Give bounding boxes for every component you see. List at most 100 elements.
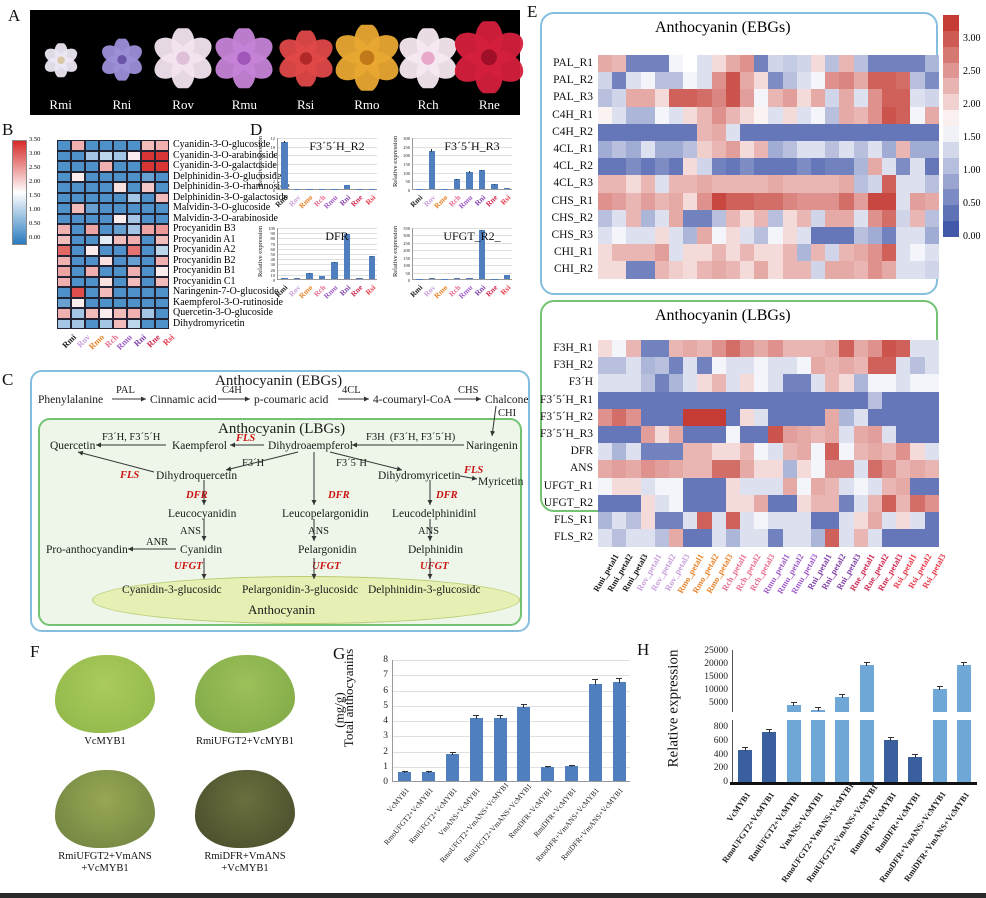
- heatmap-cell: [155, 161, 169, 172]
- node-leucocyanidin: Leucocyanidin: [168, 508, 237, 520]
- heatmap-cell: [811, 175, 826, 193]
- leaf-image: [55, 770, 155, 848]
- heatmap-cell: [924, 408, 940, 427]
- heatmap-cell: [754, 357, 769, 375]
- heatmap-cell: [910, 141, 925, 159]
- colorbar-e-segment: [943, 189, 959, 206]
- heatmap-cell: [626, 55, 641, 73]
- mini-chart-title: F3´5´H_R2: [309, 139, 365, 153]
- heatmap-cell: [711, 89, 727, 107]
- heatmap-cell: [896, 106, 911, 125]
- heatmap-cell: [711, 512, 727, 530]
- heatmap-cell: [725, 72, 741, 90]
- heatmap-cell: [811, 460, 826, 478]
- bar: [932, 720, 947, 782]
- panel-d-letter: D: [250, 120, 263, 139]
- heatmap-cell: [740, 55, 755, 73]
- heatmap-cell: [754, 89, 769, 107]
- heatmap-cell: [71, 266, 85, 277]
- heatmap-cell: [626, 244, 641, 262]
- heatmap-cell: [796, 175, 812, 193]
- heatmap-cell: [697, 477, 712, 496]
- mini-ytick: 2: [272, 179, 275, 185]
- heatmap-cell: [141, 245, 155, 256]
- bar: [356, 188, 363, 189]
- heatmap-cell: [683, 494, 698, 513]
- heatmap-cell: [782, 89, 798, 107]
- heatmap-cell: [626, 261, 641, 279]
- error-bar-cap: [449, 752, 456, 754]
- heatmap-cell: [654, 209, 670, 228]
- heatmap-cell: [910, 244, 925, 262]
- leaf-label: RmiDFR+VmANS +VcMYB1: [204, 851, 286, 875]
- heatmap-cell: [57, 255, 71, 266]
- error-bar: [452, 753, 453, 756]
- gene-row-label: F3H_R2: [553, 359, 593, 372]
- heatmap-cell: [768, 460, 783, 478]
- heatmap-cell: [882, 477, 897, 496]
- heatmap-cell: [853, 357, 869, 375]
- heatmap-cell: [811, 106, 826, 125]
- gridline: [278, 274, 377, 276]
- metabolite-row-label: Quercetin-3-O-glucoside: [173, 307, 273, 318]
- flower-cell: Rne: [455, 10, 524, 115]
- heatmap-cell: [725, 141, 741, 159]
- heatmap-cell: [825, 123, 840, 142]
- bar: [883, 739, 898, 782]
- heatmap-cell: [683, 529, 698, 547]
- error-bar-cap: [544, 766, 551, 768]
- mini-ytick: 50: [405, 179, 411, 185]
- flower-cell: Rni: [91, 10, 152, 115]
- heatmap-cell: [85, 224, 99, 235]
- heatmap-cell: [782, 408, 798, 427]
- heatmap-cell: [796, 374, 812, 392]
- heatmap-cell: [754, 340, 769, 358]
- heatmap-cell: [825, 209, 840, 228]
- heatmap-cell: [768, 408, 783, 427]
- heatmap-cell: [127, 224, 141, 235]
- heatmap-cell: [867, 408, 883, 427]
- heatmap-cell: [640, 477, 656, 496]
- error-bar: [428, 771, 430, 773]
- heatmap-cell: [796, 209, 812, 228]
- g-ytick: 4: [383, 716, 388, 726]
- heatmap-cell: [754, 123, 769, 142]
- mini-ytick: 250: [403, 240, 410, 246]
- h-upper-ytick: 15000: [704, 671, 728, 682]
- heatmap-cell: [825, 244, 840, 262]
- heatmap-cell: [867, 227, 883, 245]
- heatmap-cell: [697, 426, 712, 444]
- colorbar-e-segment: [943, 141, 959, 159]
- mini-plot-DFR: [277, 228, 377, 280]
- label-f3h-f35h: F3´H, F3´5´H: [102, 432, 161, 443]
- heatmap-cell: [683, 443, 698, 461]
- colorbar-e-segment: [943, 62, 959, 79]
- bar: [368, 255, 375, 279]
- heatmap-cell: [57, 318, 71, 329]
- h-upper-ytick: 10000: [704, 684, 728, 695]
- heatmap-cell: [853, 55, 869, 73]
- heatmap-cell: [113, 140, 127, 151]
- heatmap-cell: [127, 255, 141, 266]
- heatmap-cell: [85, 318, 99, 329]
- bar: [441, 188, 448, 189]
- bar: [281, 278, 288, 279]
- heatmap-cell: [853, 494, 869, 513]
- heatmap-cell: [697, 340, 712, 358]
- heatmap-cell: [839, 477, 854, 496]
- heatmap-cell: [853, 192, 869, 211]
- bar: [541, 767, 555, 781]
- heatmap-cell: [697, 192, 712, 211]
- mini-plot-F3´5´H_R2: [277, 138, 377, 190]
- heatmap-cell: [612, 261, 627, 279]
- heatmap-cell: [85, 150, 99, 161]
- heatmap-cell: [654, 408, 670, 427]
- heatmap-cell: [612, 89, 627, 107]
- heatmap-cell: [127, 287, 141, 298]
- heatmap-cell: [711, 340, 727, 358]
- colorbar-e-tick: 2.50: [963, 66, 981, 77]
- heatmap-cell: [141, 255, 155, 266]
- heatmap-cell: [825, 426, 840, 444]
- gene-row-label: C4H_R2: [552, 125, 593, 138]
- heatmap-cell: [825, 460, 840, 478]
